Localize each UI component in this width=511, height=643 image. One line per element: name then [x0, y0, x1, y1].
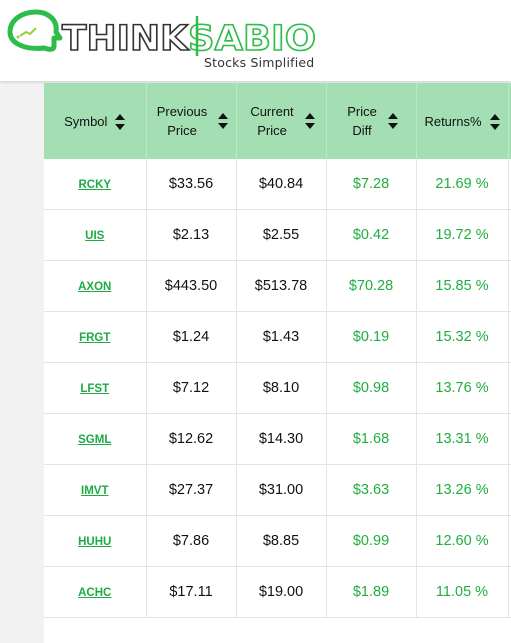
table-row: RCKY $33.56 $40.84 $7.28 21.69 % [44, 159, 511, 210]
stocks-table: Symbol Previous Price Current Price Pric… [44, 83, 511, 618]
symbol-cell: SGML [44, 413, 147, 465]
table-row: HUHU $7.86 $8.85 $0.99 12.60 % [44, 515, 511, 567]
overflow-cell [508, 362, 511, 414]
overflow-cell [508, 260, 511, 312]
symbol-link[interactable]: ACHC [78, 587, 112, 599]
symbol-cell: FRGT [44, 311, 147, 363]
sort-icon[interactable] [489, 113, 500, 130]
column-label: Symbol [64, 114, 108, 130]
sort-icon[interactable] [115, 113, 126, 130]
tagline: Stocks Simplified [204, 55, 315, 70]
symbol-link[interactable]: UIS [85, 230, 105, 242]
returns-cell: 11.05 % [416, 566, 509, 618]
column-label: Returns% [424, 114, 482, 130]
price-diff-cell: $70.28 [326, 260, 417, 312]
previous-price-cell: $27.37 [146, 464, 237, 516]
thinksabio-logo[interactable]: THINK SABIO [4, 6, 324, 76]
symbol-cell: ACHC [44, 566, 147, 618]
current-price-cell: $1.43 [236, 311, 327, 363]
previous-price-cell: $443.50 [146, 260, 237, 312]
current-price-cell: $8.85 [236, 515, 327, 567]
previous-price-cell: $33.56 [146, 159, 237, 210]
current-price-cell: $31.00 [236, 464, 327, 516]
overflow-cell [508, 159, 511, 210]
returns-cell: 13.26 % [416, 464, 509, 516]
price-diff-cell: $1.89 [326, 566, 417, 618]
price-diff-cell: $0.98 [326, 362, 417, 414]
returns-cell: 13.31 % [416, 413, 509, 465]
column-header-symbol[interactable]: Symbol [44, 83, 147, 159]
column-header-returns[interactable]: Returns% [416, 83, 509, 159]
table-row: LFST $7.12 $8.10 $0.98 13.76 % [44, 362, 511, 414]
previous-price-cell: $12.62 [146, 413, 237, 465]
previous-price-cell: $7.12 [146, 362, 237, 414]
symbol-cell: AXON [44, 260, 147, 312]
site-header: THINK SABIO Stocks Simplified [0, 0, 511, 81]
price-diff-cell: $0.19 [326, 311, 417, 363]
price-diff-cell: $0.42 [326, 209, 417, 261]
symbol-link[interactable]: IMVT [81, 485, 109, 497]
table-row: SGML $12.62 $14.30 $1.68 13.31 % [44, 413, 511, 465]
table-row: AXON $443.50 $513.78 $70.28 15.85 % [44, 260, 511, 312]
overflow-cell [508, 515, 511, 567]
table-row: IMVT $27.37 $31.00 $3.63 13.26 % [44, 464, 511, 516]
symbol-link[interactable]: AXON [78, 281, 112, 293]
price-diff-cell: $0.99 [326, 515, 417, 567]
column-header-current-price[interactable]: Current Price [236, 83, 327, 159]
symbol-link[interactable]: SGML [78, 434, 112, 446]
symbol-cell: RCKY [44, 159, 147, 210]
column-header-more [508, 83, 511, 159]
returns-cell: 15.85 % [416, 260, 509, 312]
symbol-cell: HUHU [44, 515, 147, 567]
symbol-link[interactable]: FRGT [79, 332, 111, 344]
column-label: Previous Price [156, 104, 208, 138]
overflow-cell [508, 566, 511, 618]
previous-price-cell: $1.24 [146, 311, 237, 363]
current-price-cell: $8.10 [236, 362, 327, 414]
previous-price-cell: $17.11 [146, 566, 237, 618]
overflow-cell [508, 413, 511, 465]
symbol-link[interactable]: HUHU [78, 536, 112, 548]
column-header-previous-price[interactable]: Previous Price [146, 83, 237, 159]
table-row: UIS $2.13 $2.55 $0.42 19.72 % [44, 209, 511, 261]
table-row: FRGT $1.24 $1.43 $0.19 15.32 % [44, 311, 511, 363]
returns-cell: 15.32 % [416, 311, 509, 363]
price-diff-cell: $7.28 [326, 159, 417, 210]
column-header-price-diff[interactable]: Price Diff [326, 83, 417, 159]
symbol-link[interactable]: LFST [80, 383, 110, 395]
price-diff-cell: $3.63 [326, 464, 417, 516]
table-row: ACHC $17.11 $19.00 $1.89 11.05 % [44, 566, 511, 618]
returns-cell: 19.72 % [416, 209, 509, 261]
price-diff-cell: $1.68 [326, 413, 417, 465]
symbol-cell: UIS [44, 209, 147, 261]
svg-text:THINK: THINK [62, 19, 190, 59]
sort-icon[interactable] [218, 113, 228, 129]
column-label: Current Price [250, 104, 294, 138]
current-price-cell: $2.55 [236, 209, 327, 261]
previous-price-cell: $7.86 [146, 515, 237, 567]
previous-price-cell: $2.13 [146, 209, 237, 261]
sort-icon[interactable] [388, 113, 398, 129]
symbol-cell: IMVT [44, 464, 147, 516]
svg-text:SABIO: SABIO [188, 19, 316, 59]
column-label: Price Diff [347, 104, 377, 138]
sort-icon[interactable] [305, 113, 315, 129]
symbol-link[interactable]: RCKY [78, 179, 112, 191]
returns-cell: 12.60 % [416, 515, 509, 567]
stocks-table-container: Symbol Previous Price Current Price Pric… [44, 83, 511, 643]
overflow-cell [508, 464, 511, 516]
current-price-cell: $19.00 [236, 566, 327, 618]
current-price-cell: $40.84 [236, 159, 327, 210]
current-price-cell: $513.78 [236, 260, 327, 312]
overflow-cell [508, 209, 511, 261]
overflow-cell [508, 311, 511, 363]
returns-cell: 21.69 % [416, 159, 509, 210]
current-price-cell: $14.30 [236, 413, 327, 465]
symbol-cell: LFST [44, 362, 147, 414]
returns-cell: 13.76 % [416, 362, 509, 414]
